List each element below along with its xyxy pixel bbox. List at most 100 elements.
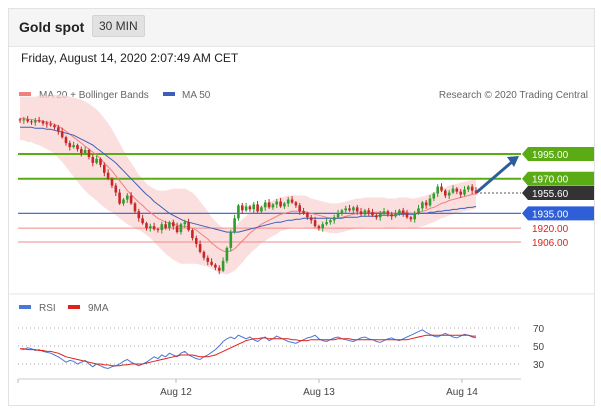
rsi-tick-label: 50 — [533, 342, 545, 353]
forecast-arrowhead — [507, 156, 519, 167]
ma9-legend-swatch — [68, 305, 80, 309]
candle-body — [64, 137, 68, 144]
candle-body — [467, 186, 470, 190]
candle-body — [49, 124, 52, 126]
candle-body — [164, 224, 167, 229]
pivot-label-1935: 1935.00 — [532, 209, 569, 220]
candle-body — [110, 178, 114, 186]
candle-body — [459, 191, 462, 195]
candle-body — [95, 158, 98, 163]
rsi-legend-swatch — [19, 305, 31, 309]
candle-body — [34, 120, 37, 123]
candle-body — [80, 149, 83, 154]
candle-body — [401, 210, 405, 214]
candle-body — [22, 119, 26, 121]
candle-body — [45, 123, 49, 125]
level-labels: 1995.00 1970.00 1955.60 1935.00 1920.00 1906.… — [522, 147, 594, 249]
candle-body — [83, 150, 87, 153]
candle-body — [53, 125, 56, 128]
candle-body — [145, 223, 148, 229]
candle-body — [321, 224, 324, 229]
candle-body — [87, 150, 91, 157]
candle-body — [424, 202, 428, 206]
candle-body — [440, 186, 443, 191]
candle-body — [214, 264, 217, 268]
candle-body — [191, 230, 194, 238]
candle-body — [133, 203, 137, 212]
candle-body — [428, 198, 432, 206]
candle-body — [129, 195, 133, 204]
candle-body — [60, 131, 64, 138]
rsi-ma9-line — [20, 334, 476, 367]
candle-body — [378, 213, 382, 218]
candle-body — [149, 226, 152, 229]
ma9-legend-label: 9MA — [88, 303, 109, 314]
candle-body — [210, 261, 213, 265]
candle-body — [183, 222, 187, 225]
support-label-1920: 1920.00 — [532, 224, 569, 235]
ma50-legend-label: MA 50 — [182, 90, 211, 101]
candle-body — [363, 210, 367, 215]
candle-body — [118, 192, 121, 204]
candle-body — [455, 188, 459, 192]
candle-body — [160, 224, 164, 231]
candle-body — [237, 205, 240, 219]
candle-body — [290, 199, 294, 203]
widget-header: Gold spot 30 MIN — [9, 9, 594, 47]
resistance-tag-1970 — [522, 171, 594, 186]
candle-body — [421, 202, 424, 209]
candle-body — [394, 213, 397, 217]
candle-body — [474, 190, 478, 193]
candle-body — [241, 205, 244, 211]
candle-body — [352, 207, 355, 211]
price-plot — [18, 94, 521, 275]
x-tick-label: Aug 12 — [160, 387, 192, 398]
candle-body — [141, 218, 144, 224]
rsi-line — [19, 329, 477, 370]
x-axis-labels: Aug 12 Aug 13 Aug 14 — [17, 379, 478, 398]
candle-body — [390, 214, 393, 217]
candle-body — [252, 204, 255, 210]
resistance-label-1995: 1995.00 — [532, 150, 569, 161]
candle-body — [405, 213, 409, 218]
candle-body — [436, 186, 439, 194]
candle-body — [114, 185, 118, 193]
candle-body — [444, 190, 447, 196]
candle-body — [329, 220, 332, 223]
forecast-arrow — [476, 159, 514, 194]
candle-body — [103, 164, 106, 173]
candle-body — [218, 267, 221, 271]
candle-body — [463, 189, 466, 195]
candle-body — [198, 244, 202, 252]
candle-body — [99, 158, 102, 165]
candle-body — [229, 232, 233, 248]
candle-body — [137, 211, 141, 219]
candle-body — [172, 222, 175, 227]
candle-body — [382, 211, 386, 214]
candle-body — [76, 145, 79, 150]
candle-body — [41, 121, 45, 124]
candle-body — [187, 222, 190, 231]
candle-body — [233, 218, 236, 233]
support-label-1906: 1906.00 — [532, 238, 569, 249]
timeframe-badge[interactable]: 30 MIN — [92, 15, 145, 37]
candle-body — [30, 121, 33, 123]
research-credit: Research © 2020 Trading Central — [439, 90, 588, 101]
ma50-legend-swatch — [163, 92, 175, 96]
candle-body — [68, 143, 72, 148]
candle-body — [313, 220, 317, 227]
candle-body — [260, 207, 263, 212]
candle-body — [298, 205, 301, 212]
candle-body — [355, 207, 359, 212]
candle-body — [26, 119, 29, 122]
candle-body — [286, 199, 290, 204]
candle-body — [152, 226, 156, 230]
candle-body — [344, 208, 347, 211]
candle-body — [359, 211, 363, 215]
candle-body — [417, 208, 420, 214]
candle-body — [367, 210, 370, 213]
candle-body — [168, 222, 171, 229]
candle-body — [221, 260, 225, 271]
candle-body — [413, 213, 416, 220]
